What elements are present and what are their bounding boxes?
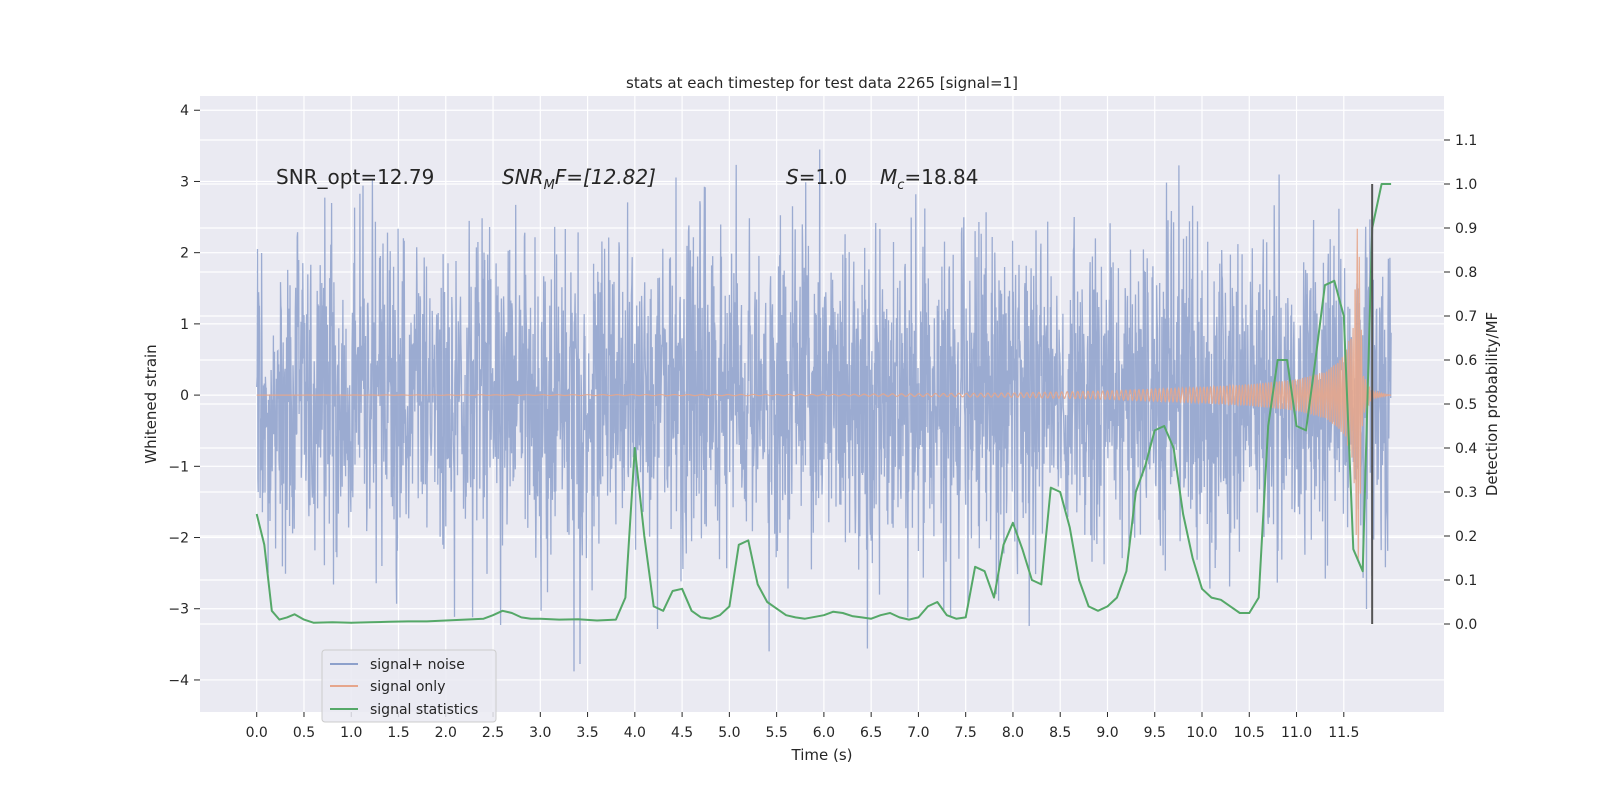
y-tick-label-4: 0	[180, 388, 189, 404]
legend-label-signal-noise: signal+ noise	[370, 657, 465, 673]
signal-noise-line	[256, 149, 1392, 672]
x-tick-label-11: 5.5	[765, 725, 787, 741]
y-tick-label-3: −1	[168, 459, 189, 475]
y-tick-label-5: 1	[180, 317, 189, 333]
y-tick-label-1: −3	[168, 602, 189, 618]
x-axis-label: Time (s)	[791, 746, 853, 764]
y2-tick-label-10: 1.0	[1455, 177, 1477, 193]
y-tick-label-6: 2	[180, 246, 189, 262]
y2-tick-label-2: 0.2	[1455, 529, 1477, 545]
x-tick-label-18: 9.0	[1096, 725, 1118, 741]
x-tick-label-8: 4.0	[624, 725, 646, 741]
y-axis-label: Whitened strain	[142, 344, 160, 463]
y2-tick-label-3: 0.3	[1455, 485, 1477, 501]
y2-tick-label-0: 0.0	[1455, 617, 1477, 633]
x-tick-label-14: 7.0	[907, 725, 929, 741]
x-tick-label-17: 8.5	[1049, 725, 1071, 741]
x-tick-label-10: 5.0	[718, 725, 740, 741]
y2-tick-label-7: 0.7	[1455, 309, 1477, 325]
annotation-mc-value: =18.84	[904, 165, 978, 189]
annotation-mc-symbol: M	[880, 165, 897, 189]
y-tick-labels: −4 −3 −2 −1 0 1 2 3 4	[168, 103, 200, 689]
signal-noise-series	[256, 149, 1392, 672]
x-tick-label-20: 10.0	[1186, 725, 1217, 741]
annotation-mc-subscript: c	[897, 178, 904, 193]
annotation-snr-opt: SNR_opt=12.79	[276, 165, 434, 189]
x-tick-label-22: 11.0	[1281, 725, 1312, 741]
x-tick-label-23: 11.5	[1328, 725, 1359, 741]
y2-tick-label-6: 0.6	[1455, 353, 1477, 369]
y2-tick-label-8: 0.8	[1455, 265, 1477, 281]
annotation-snr-mf-symbol: SNR	[502, 165, 544, 189]
x-tick-label-16: 8.0	[1002, 725, 1024, 741]
signal-only-line	[256, 228, 1392, 559]
y2-tick-label-9: 0.9	[1455, 221, 1477, 237]
x-tick-label-9: 4.5	[671, 725, 693, 741]
x-tick-label-1: 0.5	[293, 725, 315, 741]
annotation-s-value: =1.0	[799, 165, 848, 189]
legend-label-signal-only: signal only	[370, 679, 445, 695]
annotation-mc: Mc=18.84	[880, 165, 978, 193]
x-tick-label-3: 1.5	[387, 725, 409, 741]
y-tick-label-0: −4	[168, 673, 189, 689]
annotation-s-symbol: S	[786, 165, 799, 189]
x-tick-label-21: 10.5	[1234, 725, 1265, 741]
x-tick-labels: 0.0 0.5 1.0 1.5 2.0 2.5 3.0 3.5 4.0 4.5 5.0 5.5 6.0 6…	[246, 712, 1359, 741]
annotation-s: S=1.0	[786, 165, 847, 189]
legend-label-signal-statistics: signal statistics	[370, 702, 478, 718]
y-tick-label-7: 3	[180, 174, 189, 190]
x-tick-label-12: 6.0	[813, 725, 835, 741]
annotation-snr-mf-value: F=[12.82]	[555, 165, 656, 189]
chart-title: stats at each timestep for test data 226…	[626, 74, 1018, 92]
y2-axis-label: Detection probability/MF	[1483, 312, 1501, 496]
x-tick-label-2: 1.0	[340, 725, 362, 741]
signal-statistics-series	[255, 183, 1392, 624]
x-tick-label-19: 9.5	[1144, 725, 1166, 741]
x-tick-label-6: 3.0	[529, 725, 551, 741]
legend-box	[321, 649, 497, 723]
x-tick-label-0: 0.0	[246, 725, 268, 741]
y-tick-label-8: 4	[180, 103, 189, 119]
y2-tick-labels: 0.0 0.1 0.2 0.3 0.4 0.5 0.6 0.7 0.8 0.9 1.0 1.1	[1444, 133, 1477, 633]
y2-tick-label-1: 0.1	[1455, 573, 1477, 589]
y2-tick-label-11: 1.1	[1455, 133, 1477, 149]
y2-tick-label-5: 0.5	[1455, 397, 1477, 413]
x-tick-label-5: 2.5	[482, 725, 504, 741]
annotation-snr-mf-subscript: M	[544, 178, 555, 193]
annotation-snr-mf: SNRMF=[12.82]	[502, 165, 656, 193]
y-tick-label-2: −2	[168, 531, 189, 547]
x-tick-label-4: 2.0	[435, 725, 457, 741]
legend: signal+ noise signal only signal statist…	[321, 649, 497, 723]
signal-only-series	[256, 228, 1392, 559]
x-tick-label-7: 3.5	[576, 725, 598, 741]
x-tick-label-13: 6.5	[860, 725, 882, 741]
signal-statistics-line	[255, 183, 1392, 624]
y2-tick-label-4: 0.4	[1455, 441, 1477, 457]
x-tick-label-15: 7.5	[955, 725, 977, 741]
